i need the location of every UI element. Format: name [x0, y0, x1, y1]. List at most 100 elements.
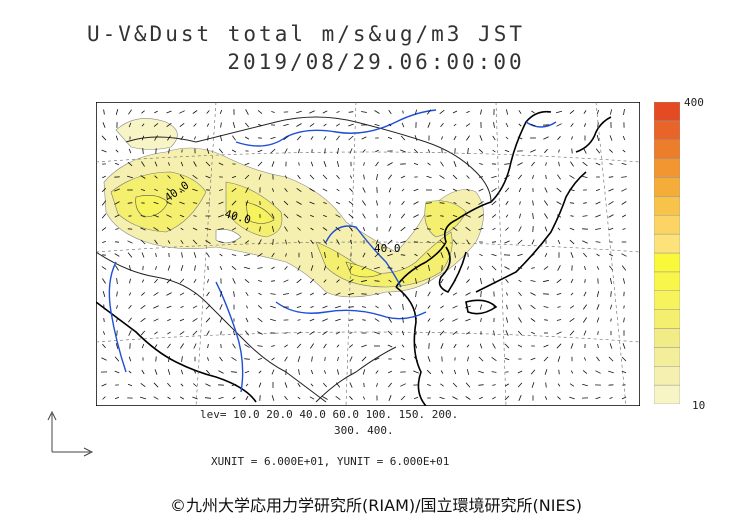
wind-arrow	[323, 382, 327, 388]
wind-arrow	[505, 214, 509, 218]
wind-arrow	[466, 175, 470, 179]
wind-arrow	[595, 228, 601, 230]
wind-arrow	[114, 253, 120, 257]
wind-arrow	[193, 252, 197, 258]
wind-arrow	[324, 252, 326, 258]
wind-arrow	[194, 265, 196, 271]
wind-arrow	[387, 330, 393, 336]
wind-arrow	[427, 305, 431, 309]
wind-arrow	[492, 227, 496, 231]
wind-arrow	[400, 149, 406, 153]
wind-arrow	[608, 176, 614, 178]
wind-arrow	[491, 200, 497, 206]
wind-arrow	[348, 306, 354, 308]
wind-arrow	[362, 149, 366, 153]
wind-arrow	[453, 135, 457, 141]
wind-arrow	[127, 383, 133, 387]
wind-arrow	[388, 123, 392, 127]
wind-arrow	[257, 280, 263, 282]
color-legend	[654, 102, 680, 404]
wind-arrow	[270, 318, 276, 322]
wind-arrow	[179, 292, 185, 296]
wind-arrow	[596, 135, 600, 141]
wind-arrow	[283, 200, 289, 206]
wind-arrow	[504, 149, 510, 153]
wind-arrow	[375, 292, 379, 296]
wind-arrow	[245, 187, 249, 193]
wind-arrow	[583, 330, 587, 336]
dust-shading	[103, 118, 484, 298]
wind-arrow	[452, 318, 458, 322]
wind-arrow	[219, 304, 223, 310]
wind-arrow	[452, 188, 458, 192]
wind-arrow	[310, 306, 314, 308]
wind-arrow	[609, 265, 613, 271]
wind-arrow	[466, 239, 470, 245]
legend-color-step	[654, 120, 680, 140]
wind-arrow	[362, 187, 366, 193]
wind-arrow	[128, 370, 132, 374]
wind-arrow	[323, 279, 327, 283]
wind-arrow	[296, 306, 302, 308]
wind-arrow	[402, 303, 404, 311]
wind-arrow	[582, 383, 588, 387]
wind-arrow	[257, 267, 263, 269]
wind-arrow	[192, 330, 198, 336]
wind-arrow	[337, 356, 339, 362]
wind-arrow	[296, 123, 302, 127]
wind-arrow	[168, 356, 170, 362]
wind-arrow	[440, 252, 444, 258]
wind-arrow	[465, 201, 471, 205]
wind-arrow	[231, 175, 237, 179]
legend-color-step	[654, 177, 680, 197]
wind-arrow	[257, 110, 263, 114]
wind-arrow	[193, 161, 197, 167]
wind-arrow	[218, 214, 224, 218]
wind-arrow	[491, 241, 497, 243]
wind-arrow	[387, 174, 393, 180]
wind-arrow	[218, 370, 224, 374]
wind-arrow	[335, 201, 341, 205]
legend-color-step	[654, 290, 680, 310]
wind-arrow	[465, 226, 471, 232]
copyright-credit: ©九州大学応用力学研究所(RIAM)/国立環境研究所(NIES)	[170, 496, 582, 515]
wind-arrow	[231, 200, 237, 206]
wind-arrow	[505, 227, 509, 231]
wind-arrow	[531, 331, 535, 335]
wind-arrow	[609, 343, 613, 349]
coastlines	[96, 110, 612, 406]
wind-arrow	[452, 214, 458, 218]
wind-arrow	[544, 319, 548, 321]
wind-arrow	[180, 369, 184, 375]
wind-arrow	[543, 356, 549, 362]
wind-arrow	[374, 110, 380, 114]
wind-arrow	[569, 202, 575, 204]
wind-arrow	[413, 148, 419, 154]
wind-arrow	[478, 356, 484, 362]
wind-arrow	[348, 319, 354, 321]
wind-arrow	[141, 161, 145, 167]
wind-arrow	[439, 188, 445, 192]
wind-arrow	[375, 149, 379, 153]
wind-arrow	[115, 228, 119, 230]
wind-arrow	[439, 109, 445, 115]
wind-arrow	[479, 265, 483, 271]
wind-arrow	[582, 161, 588, 167]
wind-arrow	[376, 214, 378, 218]
wind-arrow	[179, 214, 185, 218]
wind-arrow	[610, 109, 612, 115]
wind-arrow	[153, 214, 159, 218]
wind-arrow	[570, 278, 574, 284]
wind-arrow	[129, 278, 131, 284]
wind-arrow	[374, 252, 380, 258]
wind-arrow	[388, 187, 392, 193]
wind-arrow	[466, 161, 470, 167]
wind-arrow	[103, 304, 105, 310]
wind-arrow	[530, 318, 536, 322]
wind-arrow	[582, 176, 588, 178]
wind-arrow	[166, 278, 172, 284]
wind-arrow	[309, 330, 315, 336]
wind-arrow	[555, 110, 563, 114]
wind-arrow	[415, 317, 417, 323]
wind-arrow	[231, 265, 237, 271]
